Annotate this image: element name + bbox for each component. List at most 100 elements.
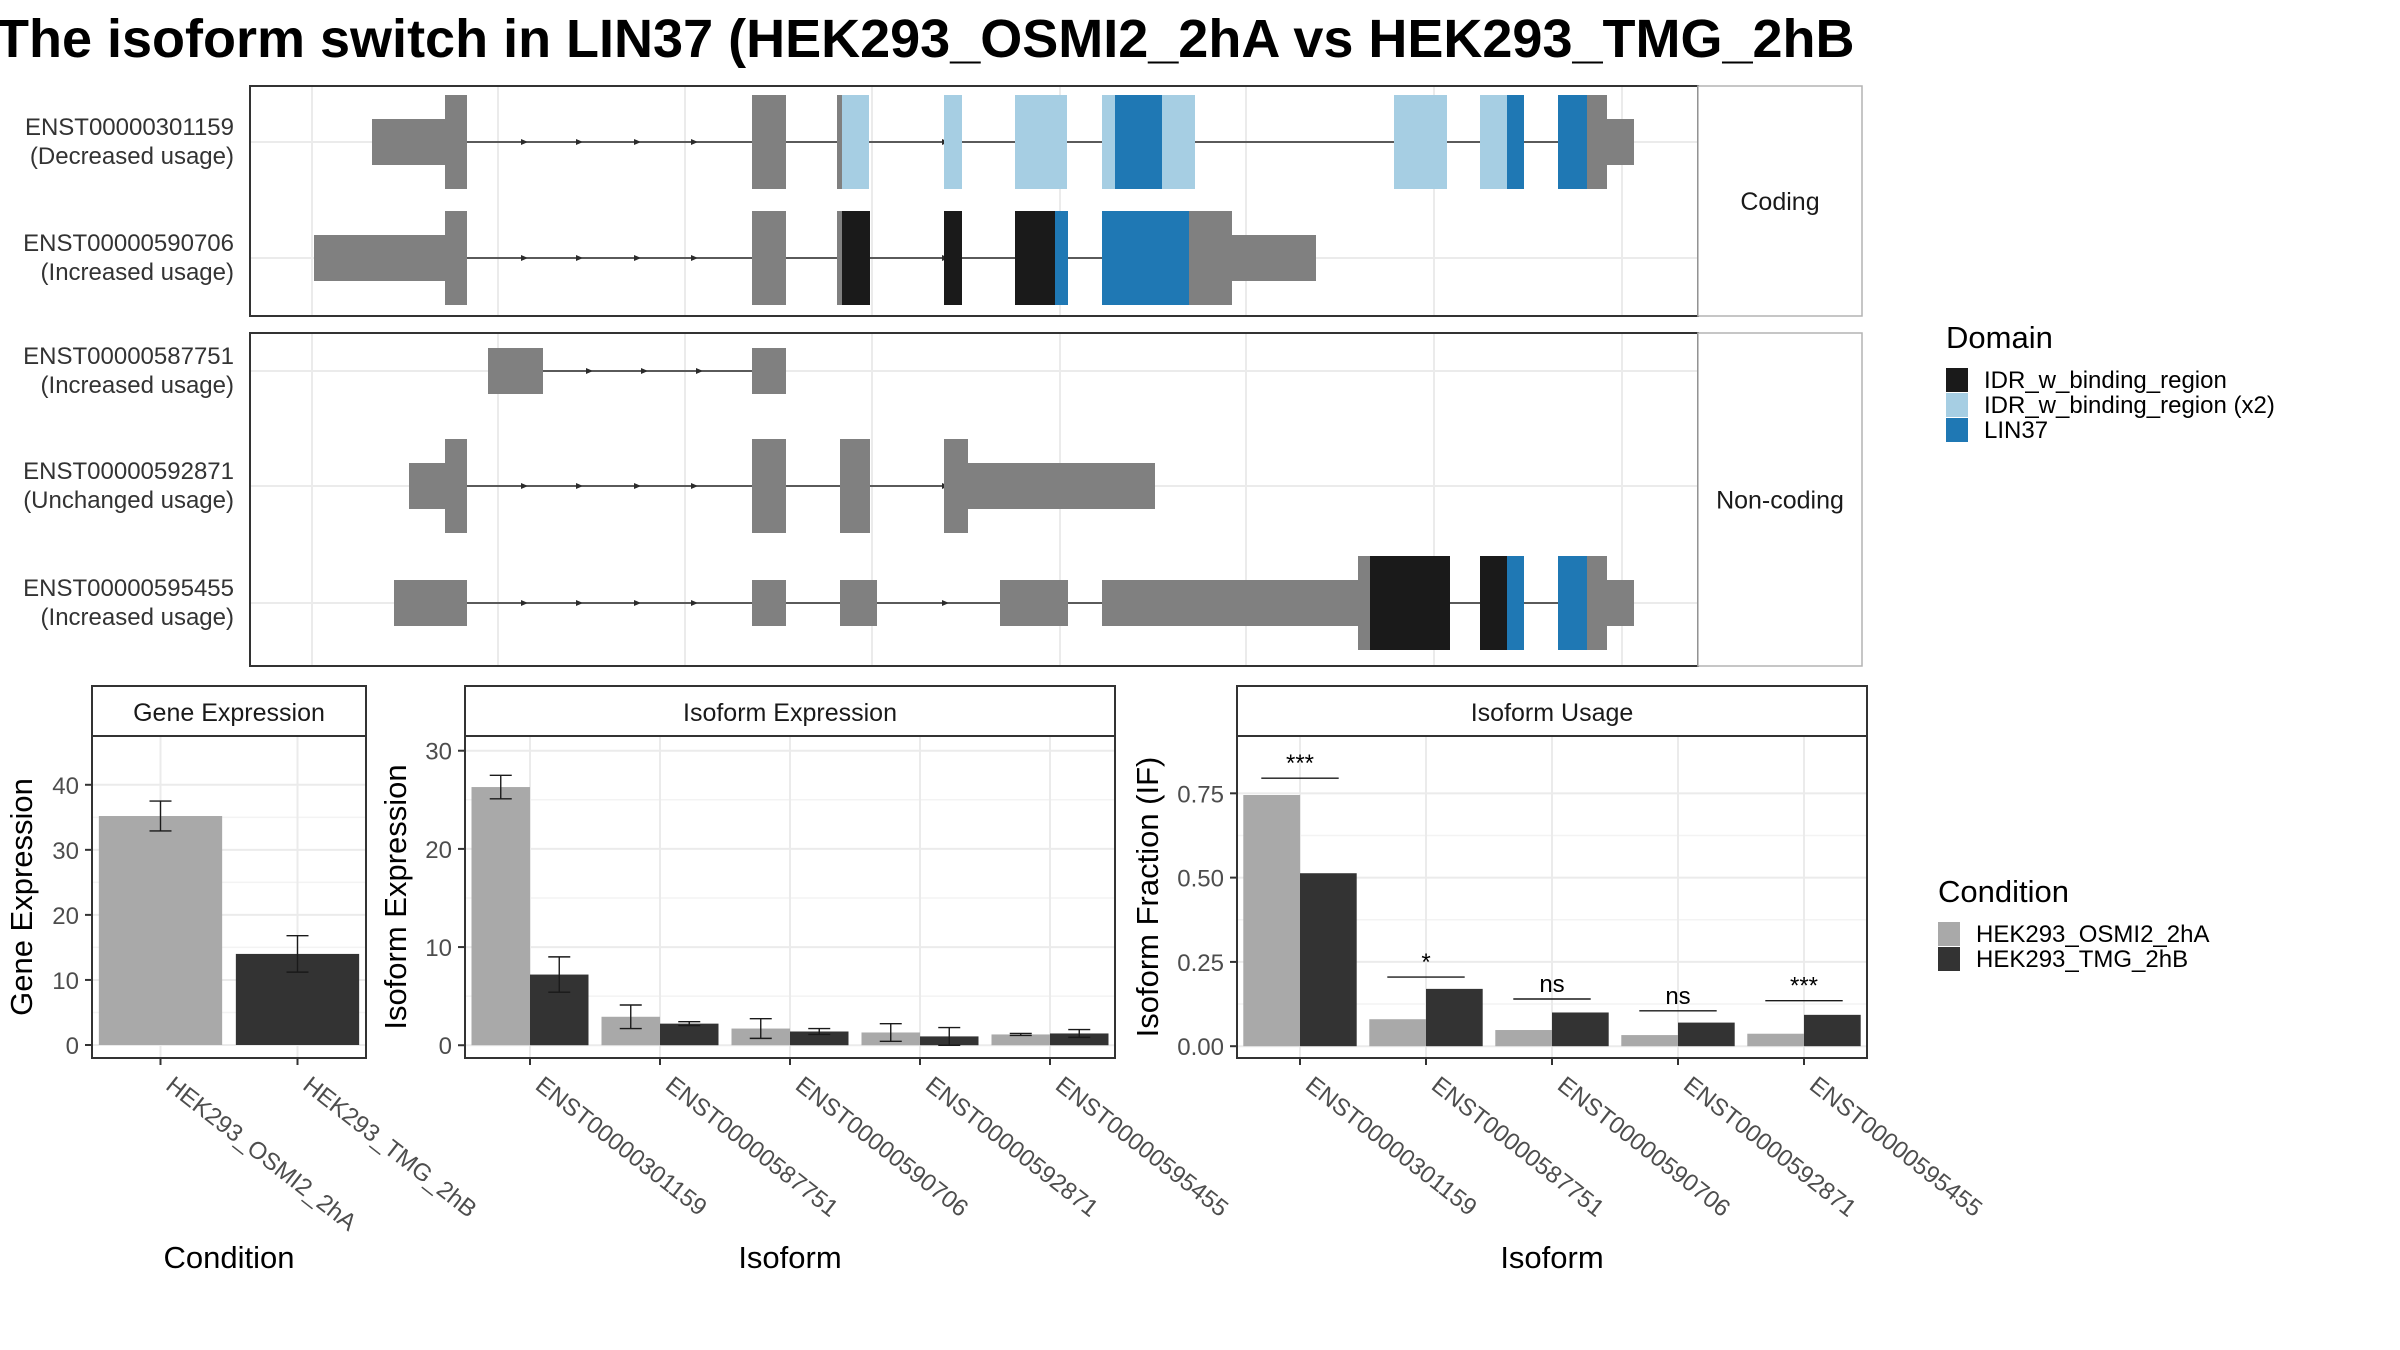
bar — [1243, 795, 1300, 1047]
exon-block — [752, 348, 786, 394]
chart-strip — [464, 685, 1116, 737]
y-tick-label: 10 — [425, 935, 452, 962]
exon-block — [394, 580, 467, 626]
x-axis-title: Isoform — [1500, 1240, 1603, 1275]
bar — [790, 1031, 849, 1046]
x-axis-title: Isoform — [738, 1240, 841, 1275]
bar — [1678, 1022, 1735, 1047]
legend-title: Condition — [1938, 874, 2069, 909]
transcript-row-ENST00000590706 — [314, 211, 1316, 305]
domain-block — [1480, 95, 1507, 189]
chart-title: Isoform Usage — [1471, 699, 1634, 727]
exon-block — [445, 211, 467, 305]
domain-block — [1507, 556, 1524, 650]
y-tick-label: 0.50 — [1177, 866, 1224, 893]
exon-block — [1587, 95, 1607, 189]
bar — [1369, 1019, 1426, 1047]
plot-border — [91, 735, 367, 1059]
transcript-id-label: ENST00000592871 — [23, 458, 234, 485]
strand-arrow — [634, 483, 641, 489]
transcript-row-ENST00000587751 — [488, 348, 786, 394]
legend-swatch — [1946, 393, 1968, 417]
y-tick-label: 30 — [52, 838, 79, 865]
strand-arrow — [691, 255, 698, 261]
y-tick-label: 0 — [66, 1033, 79, 1060]
exon-block — [1587, 556, 1607, 650]
strand-arrow — [521, 139, 528, 145]
transcript-usage-label: (Increased usage) — [41, 604, 234, 631]
exon-block — [314, 235, 462, 281]
structure-group-noncoding: Non-coding — [249, 332, 1863, 667]
exon-block — [1189, 211, 1232, 305]
strand-arrow — [691, 139, 698, 145]
bar — [1804, 1014, 1861, 1047]
transcript-id-label: ENST00000595455 — [23, 575, 234, 602]
exon-block — [488, 348, 543, 394]
plot-border — [1236, 735, 1868, 1059]
chart-strip — [1236, 685, 1868, 737]
transcript-id-label: ENST00000590706 — [23, 230, 234, 257]
y-tick-label: 40 — [52, 773, 79, 800]
strand-arrow — [521, 600, 528, 606]
exon-block — [960, 463, 1155, 509]
domain-block — [1115, 95, 1162, 189]
domain-block — [1507, 95, 1524, 189]
legend-swatch — [1938, 947, 1960, 971]
domain-block — [1558, 556, 1587, 650]
transcript-usage-label: (Decreased usage) — [30, 143, 234, 170]
bar — [1300, 873, 1357, 1047]
domain-block — [1558, 95, 1587, 189]
transcript-id-label: ENST00000301159 — [25, 114, 234, 141]
significance-label: *** — [1790, 973, 1818, 1000]
exon-block — [445, 439, 467, 533]
exon-block — [1232, 235, 1316, 281]
y-axis-title: Gene Expression — [4, 778, 39, 1016]
facet-strip — [1697, 85, 1863, 317]
y-tick-label: 10 — [52, 968, 79, 995]
bar — [1426, 988, 1483, 1047]
strand-arrow — [586, 368, 593, 374]
y-tick-label: 0 — [439, 1033, 452, 1060]
significance-label: * — [1421, 949, 1430, 976]
plot-border — [464, 735, 1116, 1059]
exon-block — [752, 580, 786, 626]
transcript-row-ENST00000592871 — [409, 439, 1155, 533]
bar — [1495, 1030, 1552, 1047]
structure-group-coding: Coding — [249, 85, 1863, 317]
facet-strip-label: Coding — [1740, 188, 1819, 216]
transcript-id-label: ENST00000587751 — [23, 343, 234, 370]
legend-label: LIN37 — [1984, 417, 2048, 444]
y-axis-title: Isoform Expression — [378, 764, 413, 1029]
strand-arrow — [634, 139, 641, 145]
transcript-usage-label: (Unchanged usage) — [23, 487, 234, 514]
strand-arrow — [634, 255, 641, 261]
figure-title: The isoform switch in LIN37 (HEK293_OSMI… — [0, 9, 1855, 69]
legend-label: HEK293_OSMI2_2hA — [1976, 921, 2209, 948]
legend-swatch — [1946, 418, 1968, 442]
exon-block — [840, 580, 877, 626]
chart-title: Isoform Expression — [683, 699, 897, 727]
domain-block — [842, 95, 869, 189]
legend-label: IDR_w_binding_region (x2) — [1984, 392, 2275, 419]
chart-isoform-expression: Isoform Expression0102030ENST00000301159… — [378, 685, 1233, 1275]
domain-block — [1015, 211, 1055, 305]
bar — [660, 1023, 719, 1046]
x-axis-title: Condition — [164, 1240, 295, 1275]
legend-swatch — [1946, 368, 1968, 392]
y-axis-title: Isoform Fraction (IF) — [1130, 757, 1165, 1038]
strand-arrow — [521, 483, 528, 489]
y-tick-label: 30 — [425, 739, 452, 766]
domain-block — [1480, 556, 1507, 650]
strand-arrow — [641, 368, 648, 374]
chart-title: Gene Expression — [133, 699, 325, 727]
exon-block — [837, 95, 842, 189]
significance-label: ns — [1665, 983, 1690, 1010]
y-tick-label: 20 — [425, 837, 452, 864]
transcript-row-ENST00000595455 — [394, 556, 1634, 650]
y-tick-label: 0.25 — [1177, 950, 1224, 977]
domain-block — [1055, 211, 1068, 305]
legend-title: Domain — [1946, 320, 2053, 355]
domain-block — [1394, 95, 1447, 189]
